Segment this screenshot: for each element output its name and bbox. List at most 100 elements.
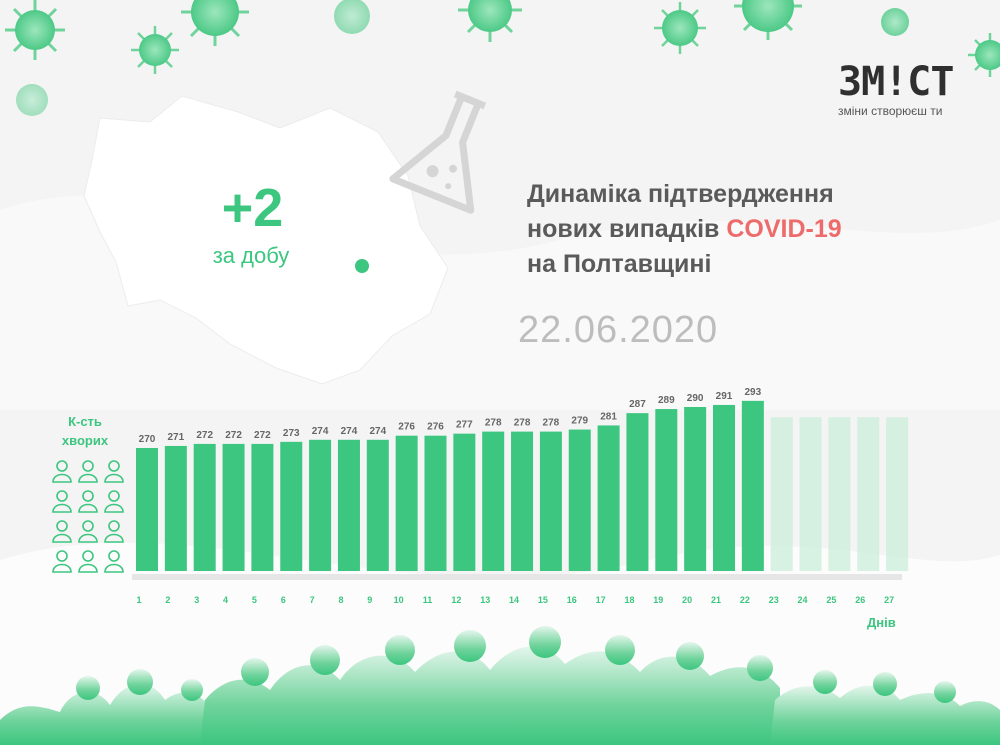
x-tick-label: 13	[480, 595, 490, 605]
bar	[626, 413, 649, 571]
virus-icon	[654, 2, 706, 54]
bar-value-label: 274	[312, 426, 329, 437]
person-icon	[78, 460, 98, 483]
bar	[164, 445, 187, 571]
person-icon	[78, 520, 98, 543]
x-axis-label: Днів	[867, 615, 896, 630]
bar	[597, 425, 620, 571]
virus-icon	[881, 8, 909, 36]
x-tick-label: 17	[596, 595, 606, 605]
bar-value-label: 281	[600, 411, 617, 422]
person-icon	[52, 490, 72, 513]
bar	[395, 435, 418, 571]
bar	[193, 443, 216, 571]
bar-placeholder	[828, 417, 851, 571]
bar	[568, 429, 591, 571]
bar-value-label: 272	[225, 430, 242, 441]
x-tick-label: 8	[338, 595, 343, 605]
x-tick-label: 14	[509, 595, 519, 605]
bar-value-label: 272	[196, 430, 213, 441]
x-tick-label: 27	[884, 595, 894, 605]
virus-icon	[334, 0, 370, 34]
bar-placeholder	[886, 417, 909, 571]
virus-icon	[5, 0, 65, 60]
people-icon-grid	[52, 460, 124, 573]
bar	[539, 431, 562, 571]
bar	[251, 443, 274, 571]
bar-value-label: 289	[658, 395, 675, 406]
bar-value-label: 277	[456, 420, 473, 431]
x-tick-label: 7	[310, 595, 315, 605]
bar-value-label: 274	[369, 426, 386, 437]
x-tick-label: 24	[798, 595, 808, 605]
bar-value-label: 279	[571, 416, 588, 427]
bar-value-label: 276	[427, 422, 444, 433]
virus-icon	[968, 33, 1000, 77]
region-map-shape	[83, 95, 449, 385]
person-icon	[104, 460, 124, 483]
person-icon	[78, 550, 98, 573]
flask-icon	[389, 90, 487, 214]
bar-value-label: 272	[254, 430, 271, 441]
bar	[453, 433, 476, 571]
bar	[222, 443, 245, 571]
bar	[741, 400, 764, 571]
virus-icon	[16, 84, 48, 116]
logo-tagline: зміни створюєш ти	[838, 104, 943, 118]
daily-increase-value: +2	[221, 178, 284, 238]
bar-value-label: 287	[629, 399, 646, 410]
bar-value-label: 293	[745, 387, 762, 398]
x-tick-label: 5	[252, 595, 257, 605]
x-tick-label: 6	[281, 595, 286, 605]
bar-placeholder	[857, 417, 880, 571]
title-accent: COVID-19	[726, 215, 842, 243]
bar	[482, 431, 505, 571]
bar-placeholder	[770, 417, 793, 571]
bar	[136, 448, 158, 571]
x-tick-label: 3	[194, 595, 199, 605]
bar-value-label: 273	[283, 428, 300, 439]
x-tick-label: 1	[136, 595, 141, 605]
report-date: 22.06.2020	[518, 309, 719, 351]
brand-logo: ЗМ!СТ зміни створюєш ти	[838, 62, 954, 118]
title-line-3: на Полтавщині	[527, 250, 712, 278]
virus-icon	[734, 0, 802, 40]
bar-value-label: 274	[341, 426, 358, 437]
x-tick-label: 25	[826, 595, 836, 605]
x-tick-label: 26	[855, 595, 865, 605]
y-axis-label: К-сть хворих	[61, 414, 109, 448]
crowd-silhouette	[0, 626, 1000, 745]
title-line-2-text: нових випадків	[527, 215, 727, 243]
bar	[366, 439, 389, 571]
bar-value-label: 278	[543, 418, 560, 429]
bar	[511, 431, 534, 571]
x-tick-label: 15	[538, 595, 548, 605]
x-tick-label: 16	[567, 595, 577, 605]
bar-value-label: 278	[485, 418, 502, 429]
bar-value-label: 291	[716, 391, 733, 402]
x-tick-label: 19	[653, 595, 663, 605]
bar	[424, 435, 447, 571]
bar-value-label: 270	[139, 434, 156, 445]
bar	[684, 407, 707, 571]
virus-icon	[131, 26, 179, 74]
x-tick-label: 21	[711, 595, 721, 605]
chart-title: Динаміка підтвердження нових випадків CO…	[527, 177, 842, 282]
person-icon	[52, 520, 72, 543]
x-tick-label: 2	[165, 595, 170, 605]
person-icon	[52, 550, 72, 573]
x-tick-label: 9	[367, 595, 372, 605]
person-icon	[104, 550, 124, 573]
x-axis-baseline	[132, 574, 902, 580]
x-tick-label: 4	[223, 595, 228, 605]
bar-value-label: 290	[687, 393, 704, 404]
bar-value-label: 271	[168, 432, 185, 443]
bar	[309, 439, 332, 571]
title-line-2: нових випадків COVID-19	[527, 212, 842, 247]
person-icon	[52, 460, 72, 483]
bar	[337, 439, 360, 571]
title-line-1: Динаміка підтвердження	[527, 180, 834, 208]
x-tick-label: 11	[423, 595, 433, 605]
location-dot	[355, 259, 369, 273]
